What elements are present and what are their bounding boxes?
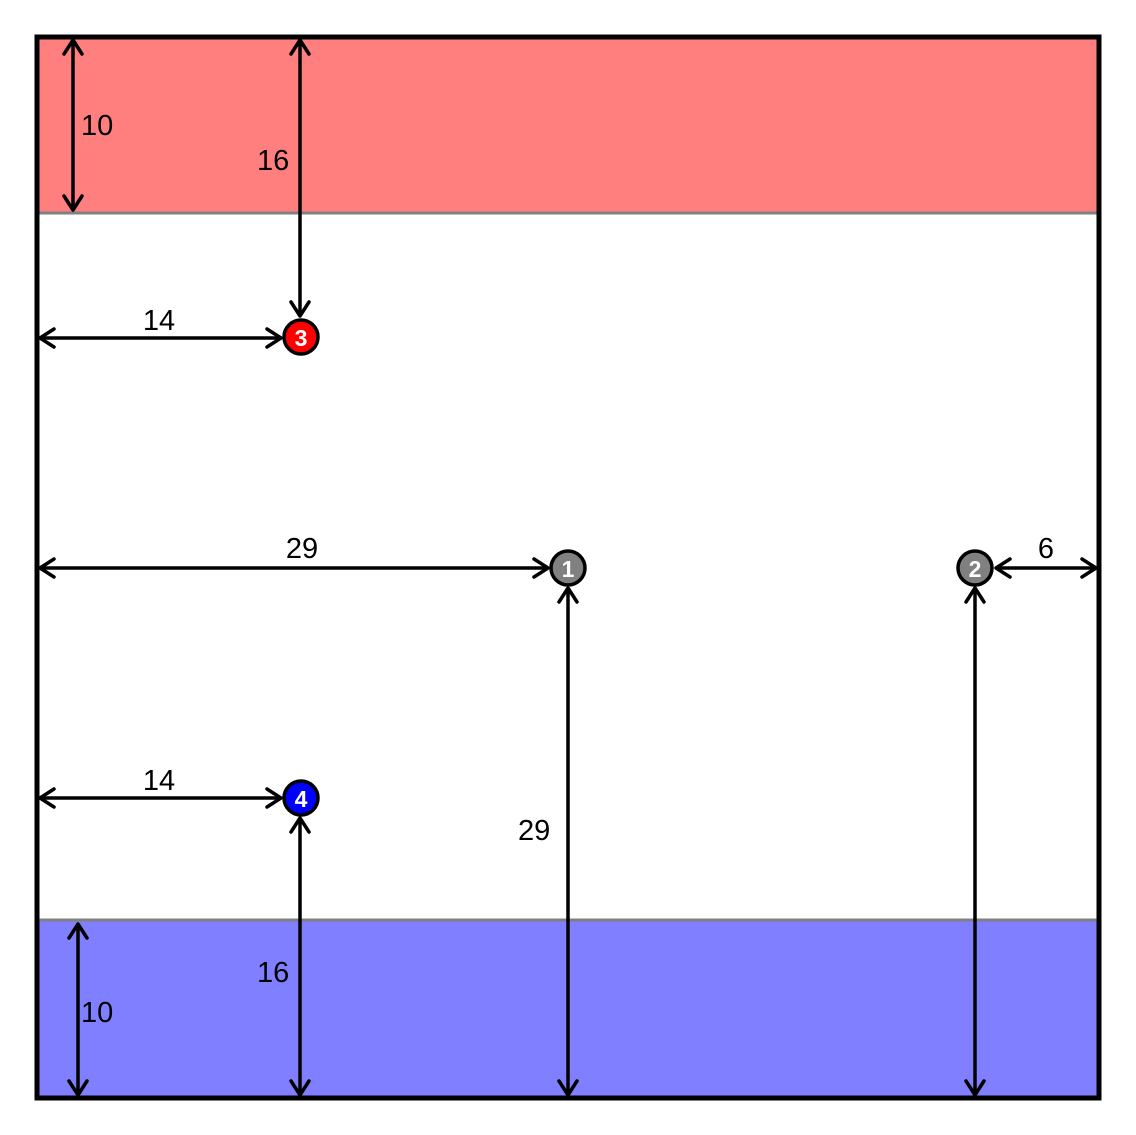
top-zone xyxy=(37,37,1099,213)
dim-label-marker3-from-top: 16 xyxy=(257,145,289,177)
dim-label-marker4-from-left: 14 xyxy=(143,765,175,797)
dim-label-marker1-from-left: 29 xyxy=(286,533,318,565)
marker-1: 1 xyxy=(549,549,587,587)
dim-label-marker1-from-bottom: 29 xyxy=(518,815,550,847)
dim-label-bottom-zone-depth: 10 xyxy=(81,997,113,1029)
dim-marker2-from-right: 6 xyxy=(994,533,1098,579)
dim-marker1-from-left: 29 xyxy=(38,533,550,579)
marker-3: 3 xyxy=(282,318,320,356)
marker-1-label: 1 xyxy=(562,556,575,582)
dim-label-top-zone-depth: 10 xyxy=(81,110,113,142)
marker-3-label: 3 xyxy=(295,325,308,351)
dim-marker1-from-bottom: 29 xyxy=(518,586,579,1097)
dim-top-zone-depth: 10 xyxy=(62,38,113,212)
field-border xyxy=(34,34,1102,1101)
marker-2-label: 2 xyxy=(969,556,982,582)
dim-marker4-from-bottom: 16 xyxy=(257,816,311,1097)
dim-label-marker3-from-left: 14 xyxy=(143,305,175,337)
marker-4-label: 4 xyxy=(295,786,308,812)
marker-2: 2 xyxy=(956,549,994,587)
marker-4: 4 xyxy=(282,779,320,817)
dim-marker3-from-left: 14 xyxy=(38,305,283,349)
dim-marker4-from-left: 14 xyxy=(38,765,283,809)
dim-marker2-from-bottom xyxy=(964,586,986,1097)
dim-label-marker2-from-right: 6 xyxy=(1038,533,1054,565)
dim-bottom-zone-depth: 10 xyxy=(67,922,113,1097)
dim-marker3-from-top: 16 xyxy=(257,38,311,318)
dim-label-marker4-from-bottom: 16 xyxy=(257,957,289,989)
